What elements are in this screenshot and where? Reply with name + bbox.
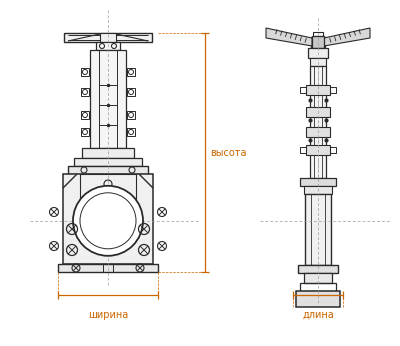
Bar xyxy=(68,166,148,174)
Text: длина: длина xyxy=(302,310,334,320)
Bar xyxy=(127,128,135,136)
Bar xyxy=(310,66,326,178)
Bar xyxy=(306,85,330,95)
Circle shape xyxy=(73,186,143,256)
Bar xyxy=(81,111,89,119)
Bar xyxy=(298,265,338,273)
Text: высота: высота xyxy=(210,147,246,157)
Bar xyxy=(311,37,325,47)
Bar xyxy=(127,111,135,119)
Polygon shape xyxy=(309,198,327,219)
Bar xyxy=(127,88,135,96)
Bar xyxy=(306,107,330,117)
Bar xyxy=(313,32,323,36)
Bar xyxy=(310,58,326,66)
Bar xyxy=(81,128,89,136)
Bar xyxy=(81,88,89,96)
Bar xyxy=(63,174,153,264)
Bar xyxy=(312,36,324,48)
Bar xyxy=(74,158,142,166)
Bar xyxy=(306,127,330,137)
Bar xyxy=(300,178,336,186)
Bar xyxy=(81,68,89,76)
Bar xyxy=(90,50,126,148)
Bar xyxy=(100,33,116,42)
Bar xyxy=(300,87,306,93)
Bar xyxy=(296,291,340,307)
Bar xyxy=(330,147,336,153)
Bar xyxy=(58,264,158,272)
Bar xyxy=(330,87,336,93)
Bar xyxy=(64,33,152,42)
Bar xyxy=(127,68,135,76)
Text: ширина: ширина xyxy=(88,310,128,320)
Bar xyxy=(103,264,113,272)
Bar xyxy=(304,186,332,194)
Bar xyxy=(306,145,330,155)
Bar xyxy=(80,174,136,204)
Bar xyxy=(82,148,134,158)
Polygon shape xyxy=(324,28,370,46)
Bar xyxy=(300,147,306,153)
Bar xyxy=(304,273,332,283)
Bar xyxy=(300,283,336,291)
Polygon shape xyxy=(266,28,312,46)
Bar xyxy=(305,194,331,265)
Bar xyxy=(308,48,328,58)
Bar xyxy=(96,42,120,50)
